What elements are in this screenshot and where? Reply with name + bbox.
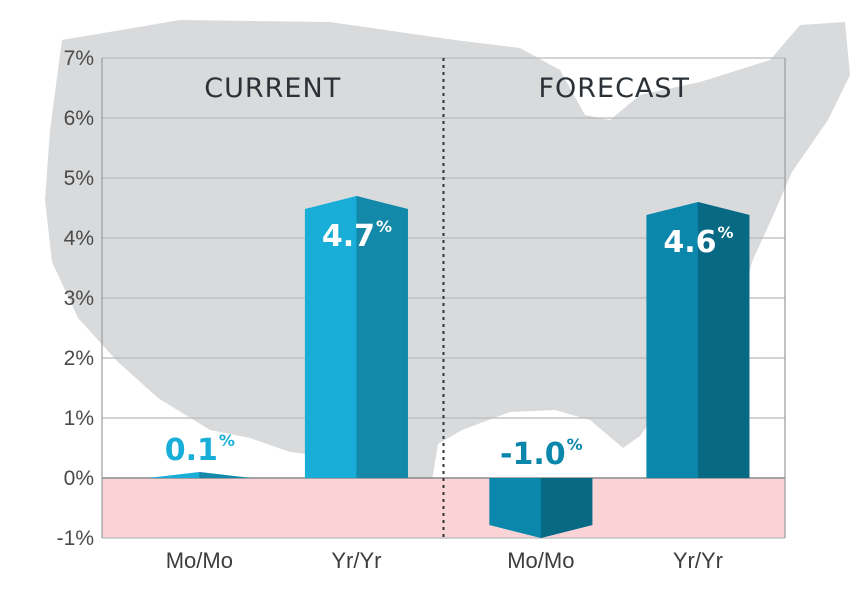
y-tick-label: 7%: [64, 47, 94, 70]
data-label: 0.1: [165, 433, 218, 468]
y-tick-label: 3%: [64, 287, 94, 310]
y-tick-label: -1%: [57, 527, 94, 550]
data-label-unit: %: [717, 223, 733, 242]
x-category-label: Mo/Mo: [507, 548, 574, 573]
x-category-label: Yr/Yr: [331, 548, 381, 573]
y-tick-label: 4%: [64, 227, 94, 250]
data-label: -1.0: [500, 437, 566, 472]
data-label-unit: %: [567, 435, 583, 454]
bar-shade: [540, 478, 593, 538]
y-tick-label: 6%: [64, 107, 94, 130]
data-label-unit: %: [376, 217, 392, 236]
bar-shade: [356, 196, 408, 478]
y-tick-label: 5%: [64, 167, 94, 190]
section-title: FORECAST: [538, 73, 690, 104]
y-tick-label: 0%: [64, 467, 94, 490]
x-category-label: Yr/Yr: [673, 548, 723, 573]
data-label: 4.6: [663, 225, 716, 260]
data-label: 4.7: [322, 219, 375, 254]
data-label-unit: %: [219, 431, 235, 450]
bar-shade: [697, 202, 750, 478]
bar-shade: [199, 472, 251, 478]
y-tick-label: 2%: [64, 347, 94, 370]
x-category-label: Mo/Mo: [166, 548, 233, 573]
section-title: CURRENT: [204, 73, 341, 104]
y-tick-label: 1%: [64, 407, 94, 430]
